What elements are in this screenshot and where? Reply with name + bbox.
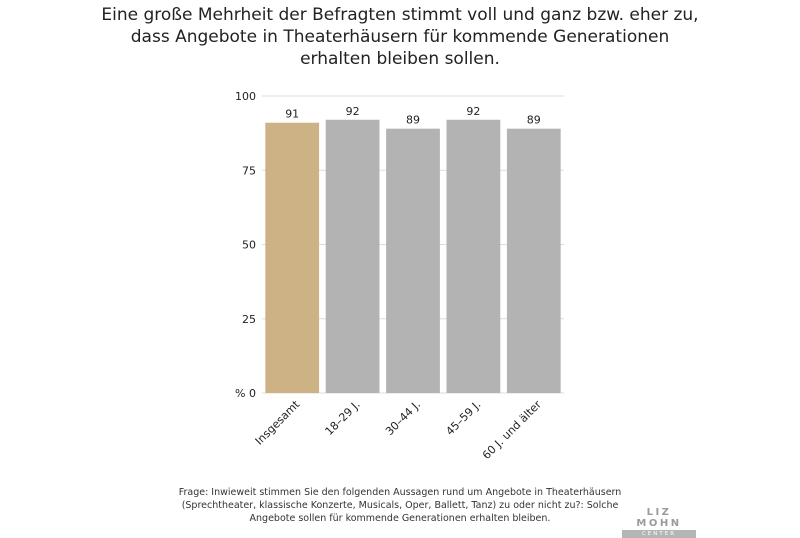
x-tick-label: 30–44 J. [383,398,423,438]
y-tick-label: 100 [235,90,256,103]
chart-title-line-3: erhalten bleiben sollen. [300,49,500,69]
data-label: 92 [466,105,480,118]
y-tick-label: 75 [242,164,256,177]
data-label: 89 [527,114,541,127]
x-axis-ticks: Insgesamt 18–29 J. 30–44 J. 45–59 J.60 J. u… [253,397,545,462]
x-tick-label: 60 J. und älter [480,398,544,462]
x-tick-label: 18–29 J. [323,398,363,438]
bar [506,128,561,394]
bar [386,128,440,394]
y-tick-label: 50 [242,239,256,252]
footnote-line-3: Angebote sollen für kommende Generatione… [249,513,551,524]
footnote-line-2: (Sprechtheater, klassische Konzerte, Mus… [181,500,619,511]
bar [265,122,320,393]
chart-title: Eine große Mehrheit der Befragten stimmt… [60,4,740,70]
question-footnote: Frage: Inwieweit stimmen Sie den folgend… [160,486,640,525]
chart-title-line-1: Eine große Mehrheit der Befragten stimmt… [101,5,699,25]
data-label: 89 [406,114,420,127]
data-label: 91 [285,108,299,121]
x-tick-label: Insgesamt [253,397,303,447]
footnote-line-1: Frage: Inwieweit stimmen Sie den folgend… [178,487,622,498]
bar [325,119,380,393]
bars [265,119,561,394]
chart-title-line-2: dass Angebote in Theaterhäusern für komm… [130,27,670,47]
liz-mohn-center-logo: LIZ MOHN CENTER [622,507,696,538]
x-tick-label: 45–59 J. [443,398,483,438]
y-tick-label: % 0 [235,387,256,400]
bar [446,119,501,393]
logo-sub-text: CENTER [622,530,696,538]
y-tick-label: 25 [242,313,256,326]
logo-main-text: LIZ MOHN [636,507,682,529]
data-label: 92 [346,105,360,118]
data-labels: 91 92 89 92 89 [285,105,541,127]
y-axis-ticks: % 0 25 50 75 100 [235,90,256,400]
